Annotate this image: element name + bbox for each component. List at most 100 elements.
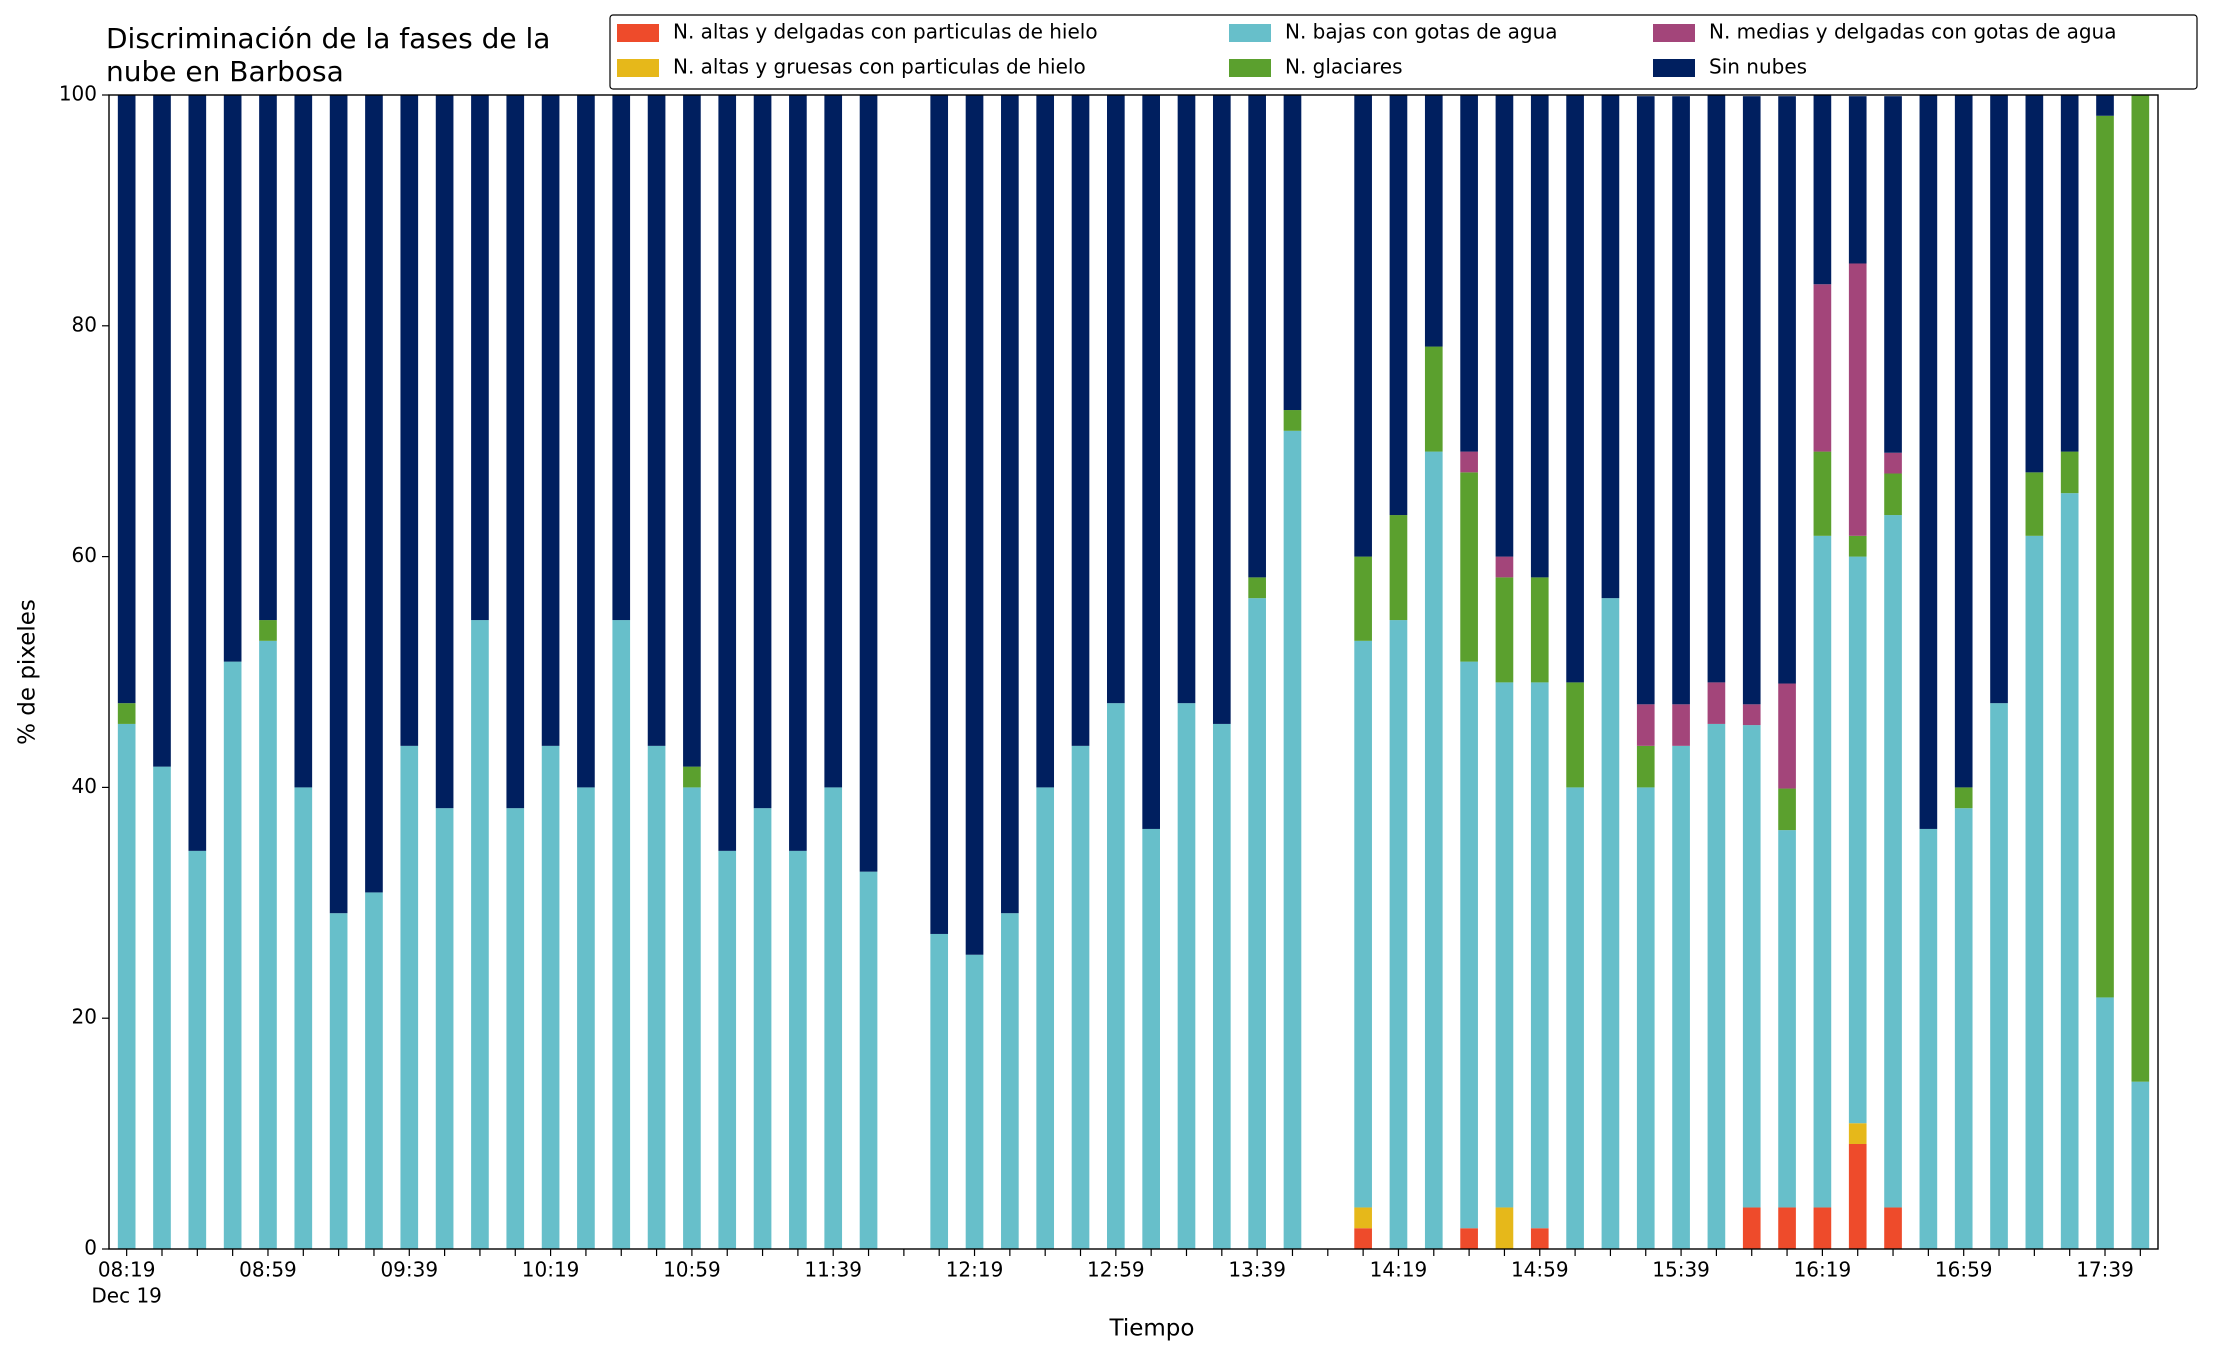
bar-segment	[1954, 95, 1973, 788]
bar-segment	[2131, 95, 2150, 1082]
bar-segment	[1177, 703, 1196, 1249]
bar-segment	[965, 954, 984, 1249]
bar-segment	[612, 620, 631, 1249]
bar-segment	[2096, 115, 2114, 998]
y-tick-label: 80	[72, 312, 97, 336]
x-tick-label: 14:59	[1511, 1258, 1569, 1282]
bar-segment	[1389, 515, 1408, 621]
bar-segment	[1672, 704, 1690, 746]
legend-label: Sin nubes	[1709, 55, 1807, 79]
legend-swatch	[1229, 24, 1271, 42]
bar-segment	[1884, 452, 1902, 474]
bar-segment	[1848, 1123, 1867, 1144]
bar-segment	[1884, 515, 1902, 1208]
bar-segment	[435, 95, 454, 809]
bar-segment	[2096, 95, 2114, 116]
bar-segment	[435, 808, 454, 1249]
bar-segment	[1460, 95, 1478, 452]
legend-swatch	[1229, 59, 1271, 77]
bar-segment	[1636, 787, 1655, 1249]
bar-segment	[1742, 725, 1761, 1208]
bar-segment	[541, 745, 560, 1249]
bar-segment	[753, 808, 772, 1249]
bar-segment	[1495, 556, 1514, 578]
bar-segment	[365, 892, 383, 1249]
bar-segment	[824, 95, 843, 788]
x-tick-label: 16:59	[1935, 1258, 1993, 1282]
bar-segment	[1354, 1228, 1372, 1249]
bar-segment	[1248, 598, 1266, 1249]
bar-segment	[1636, 704, 1655, 746]
bar-segment	[2025, 472, 2044, 536]
bar-segment	[1460, 1228, 1478, 1249]
bar-segment	[1742, 704, 1761, 726]
bar-segment	[1742, 96, 1761, 705]
bar-segment	[1990, 95, 2008, 704]
bar-segment	[117, 703, 136, 724]
bar-segment	[1919, 828, 1938, 1249]
bar-segment	[1707, 95, 1726, 683]
legend-swatch	[617, 59, 659, 77]
bar-segment	[1636, 96, 1655, 705]
bar-segment	[294, 787, 313, 1249]
bar-segment	[1460, 472, 1478, 662]
bar-segment	[1142, 828, 1160, 1249]
bar-segment	[153, 766, 171, 1249]
bar-segment	[1495, 1207, 1514, 1249]
axes-frame	[108, 94, 2159, 1250]
bar-segment	[824, 787, 843, 1249]
bar-segment	[541, 95, 560, 746]
bar-segment	[1848, 1143, 1867, 1249]
y-tick-label: 100	[59, 82, 97, 106]
bar-segment	[965, 95, 984, 955]
bar-segment	[1212, 723, 1231, 1249]
bar-segment	[1424, 346, 1443, 452]
bar-segment	[1813, 535, 1832, 1208]
bar-segment	[1848, 263, 1867, 536]
bar-segment	[1566, 787, 1584, 1249]
bar-segment	[294, 95, 313, 788]
legend-label: N. medias y delgadas con gotas de agua	[1709, 20, 2117, 44]
bar-segment	[1566, 95, 1584, 683]
bar-segment	[1283, 410, 1302, 431]
bar-segment	[1778, 96, 1796, 684]
x-tick-label: 12:19	[946, 1258, 1004, 1282]
bar-segment	[1283, 95, 1302, 411]
bar-segment	[1248, 577, 1266, 599]
bar-segment	[223, 661, 242, 1249]
y-tick-label: 0	[84, 1236, 97, 1260]
bar-segment	[400, 95, 419, 746]
bar-segment	[2131, 1081, 2150, 1249]
bar-segment	[1848, 535, 1867, 557]
bar-segment	[1813, 1207, 1832, 1249]
bar-segment	[1778, 830, 1796, 1208]
bar-segment	[329, 95, 348, 914]
bar-segment	[117, 95, 136, 704]
x-tick-label: 08:19	[98, 1258, 156, 1282]
bar-segment	[1601, 598, 1620, 1249]
bar-segment	[188, 95, 207, 851]
legend-swatch	[1653, 59, 1695, 77]
x-tick-label: 12:59	[1087, 1258, 1145, 1282]
bar-segment	[577, 95, 595, 788]
bar-segment	[259, 640, 277, 1249]
bar-segment	[1354, 95, 1372, 557]
bar-segment	[789, 850, 807, 1249]
bar-segment	[1036, 787, 1055, 1249]
bar-segment	[400, 745, 419, 1249]
bar-segment	[1212, 95, 1231, 724]
x-tick-label: 08:59	[239, 1258, 297, 1282]
bar-segment	[1672, 96, 1690, 705]
x-date-label: Dec 19	[91, 1284, 162, 1308]
bar-segment	[1707, 723, 1726, 1249]
legend-label: N. bajas con gotas de agua	[1285, 20, 1558, 44]
bar-segment	[2096, 997, 2114, 1249]
chart-title: nube en Barbosa	[106, 55, 344, 88]
bar-segment	[1107, 95, 1125, 704]
bar-segment	[1071, 745, 1090, 1249]
bar-segment	[1778, 788, 1796, 831]
bar-segment	[1848, 556, 1867, 1124]
x-tick-label: 11:39	[804, 1258, 862, 1282]
bar-segment	[1742, 1207, 1761, 1249]
bar-segment	[612, 95, 631, 621]
